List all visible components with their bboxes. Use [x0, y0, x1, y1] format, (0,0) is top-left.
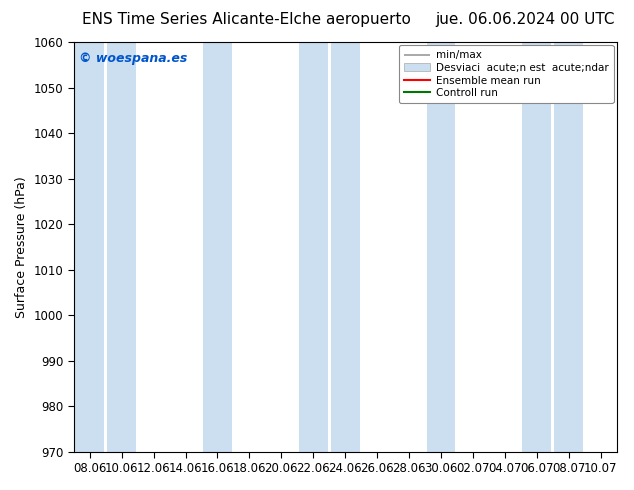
Bar — [331, 42, 359, 452]
Bar — [522, 42, 551, 452]
Text: jue. 06.06.2024 00 UTC: jue. 06.06.2024 00 UTC — [436, 12, 615, 27]
Text: ENS Time Series Alicante-Elche aeropuerto: ENS Time Series Alicante-Elche aeropuert… — [82, 12, 411, 27]
Bar — [107, 42, 136, 452]
Text: © woespana.es: © woespana.es — [79, 52, 188, 65]
Legend: min/max, Desviaci  acute;n est  acute;ndar, Ensemble mean run, Controll run: min/max, Desviaci acute;n est acute;ndar… — [399, 45, 614, 103]
Y-axis label: Surface Pressure (hPa): Surface Pressure (hPa) — [15, 176, 28, 318]
Bar — [299, 42, 328, 452]
Bar — [203, 42, 232, 452]
Bar — [75, 42, 104, 452]
Bar — [427, 42, 455, 452]
Bar — [554, 42, 583, 452]
